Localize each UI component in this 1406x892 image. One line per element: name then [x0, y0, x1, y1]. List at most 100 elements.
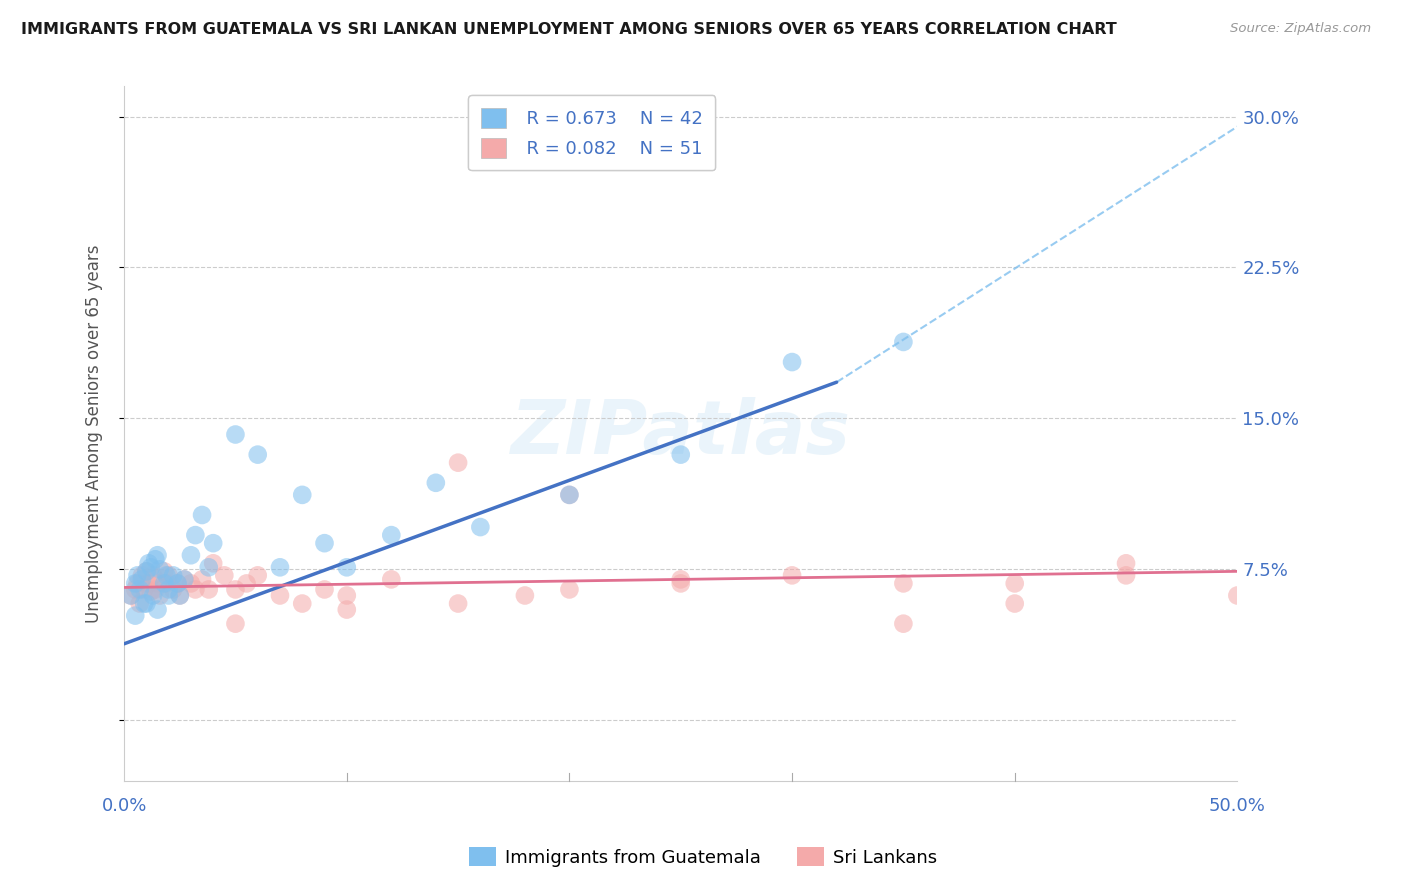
Point: [893, 576, 915, 591]
Point: [157, 568, 180, 582]
Point: [153, 565, 176, 579]
Point: [169, 589, 191, 603]
Point: [336, 560, 359, 574]
Point: [166, 576, 188, 591]
Point: [180, 548, 202, 562]
Point: [157, 582, 180, 597]
Point: [131, 568, 153, 582]
Point: [780, 568, 803, 582]
Point: [124, 608, 146, 623]
Point: [128, 582, 150, 597]
Point: [138, 576, 160, 591]
Point: [197, 582, 219, 597]
Point: [127, 568, 149, 582]
Point: [149, 562, 172, 576]
Point: [184, 582, 207, 597]
Point: [1115, 556, 1137, 570]
Point: [202, 556, 225, 570]
Point: [336, 602, 359, 616]
Point: [120, 589, 142, 603]
Point: [893, 334, 915, 349]
Point: [139, 560, 162, 574]
Point: [246, 568, 269, 582]
Point: [1004, 576, 1026, 591]
Point: [139, 584, 162, 599]
Text: 0.0%: 0.0%: [101, 797, 146, 814]
Point: [202, 536, 225, 550]
Text: IMMIGRANTS FROM GUATEMALA VS SRI LANKAN UNEMPLOYMENT AMONG SENIORS OVER 65 YEARS: IMMIGRANTS FROM GUATEMALA VS SRI LANKAN …: [21, 22, 1116, 37]
Point: [138, 556, 160, 570]
Point: [143, 582, 166, 597]
Point: [291, 597, 314, 611]
Point: [197, 560, 219, 574]
Text: ZIPatlas: ZIPatlas: [510, 397, 851, 470]
Point: [269, 589, 291, 603]
Point: [669, 573, 692, 587]
Point: [558, 488, 581, 502]
Point: [184, 528, 207, 542]
Point: [425, 475, 447, 490]
Point: [173, 573, 195, 587]
Legend:   R = 0.673    N = 42,   R = 0.082    N = 51: R = 0.673 N = 42, R = 0.082 N = 51: [468, 95, 716, 170]
Point: [214, 568, 236, 582]
Point: [780, 355, 803, 369]
Point: [146, 548, 169, 562]
Point: [146, 576, 169, 591]
Point: [558, 488, 581, 502]
Point: [336, 589, 359, 603]
Text: Source: ZipAtlas.com: Source: ZipAtlas.com: [1230, 22, 1371, 36]
Point: [166, 576, 188, 591]
Point: [893, 616, 915, 631]
Point: [191, 508, 214, 522]
Point: [135, 565, 157, 579]
Legend: Immigrants from Guatemala, Sri Lankans: Immigrants from Guatemala, Sri Lankans: [461, 840, 945, 874]
Point: [470, 520, 492, 534]
Point: [134, 582, 156, 597]
Point: [162, 582, 184, 597]
Point: [447, 456, 470, 470]
Point: [1226, 589, 1249, 603]
Point: [124, 576, 146, 591]
Point: [131, 573, 153, 587]
Point: [224, 582, 246, 597]
Point: [291, 488, 314, 502]
Point: [120, 589, 142, 603]
Point: [155, 568, 177, 582]
Point: [146, 602, 169, 616]
Point: [314, 536, 336, 550]
Point: [669, 448, 692, 462]
Point: [124, 582, 146, 597]
Point: [143, 552, 166, 566]
Point: [173, 573, 195, 587]
Point: [149, 589, 172, 603]
Point: [558, 582, 581, 597]
Point: [246, 448, 269, 462]
Point: [134, 597, 156, 611]
Point: [224, 427, 246, 442]
Point: [314, 582, 336, 597]
Point: [380, 573, 402, 587]
Point: [135, 597, 157, 611]
Point: [162, 568, 184, 582]
Point: [513, 589, 536, 603]
Point: [142, 589, 165, 603]
Point: [1115, 568, 1137, 582]
Point: [191, 573, 214, 587]
Point: [135, 565, 157, 579]
Point: [1004, 597, 1026, 611]
Point: [235, 576, 257, 591]
Point: [127, 576, 149, 591]
Point: [128, 597, 150, 611]
Point: [224, 616, 246, 631]
Y-axis label: Unemployment Among Seniors over 65 years: Unemployment Among Seniors over 65 years: [86, 244, 103, 623]
Point: [180, 576, 202, 591]
Text: 50.0%: 50.0%: [1209, 797, 1265, 814]
Point: [155, 576, 177, 591]
Point: [380, 528, 402, 542]
Point: [157, 589, 180, 603]
Point: [669, 576, 692, 591]
Point: [447, 597, 470, 611]
Point: [169, 589, 191, 603]
Point: [142, 568, 165, 582]
Point: [269, 560, 291, 574]
